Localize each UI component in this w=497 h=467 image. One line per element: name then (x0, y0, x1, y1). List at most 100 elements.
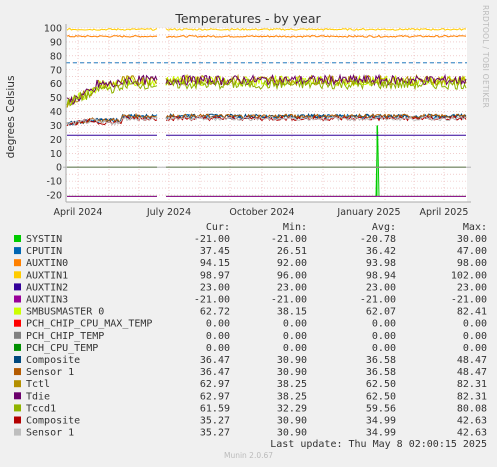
x-tick-label: October 2024 (229, 207, 294, 218)
y-tick-label: 90 (50, 37, 62, 48)
legend-series-name: Composite (26, 416, 80, 427)
legend-swatch (14, 319, 21, 327)
legend-swatch (14, 307, 21, 315)
legend-swatch (14, 428, 21, 436)
y-tick-label: 60 (50, 79, 62, 90)
legend-value-cur: -21.00 (194, 295, 230, 306)
legend-value-avg: -20.78 (360, 234, 396, 245)
legend-series-name: CPUTIN (26, 246, 62, 257)
legend-value-avg: -21.00 (360, 295, 396, 306)
legend-value-max: 80.08 (457, 403, 487, 414)
legend-value-min: 30.90 (277, 367, 307, 378)
legend-value-avg: 62.50 (366, 391, 396, 402)
series-line (66, 115, 467, 127)
legend-value-cur: 0.00 (206, 331, 230, 342)
legend-value-min: 30.90 (277, 416, 307, 427)
legend-series-name: Composite (26, 355, 80, 366)
series-line (66, 78, 467, 107)
legend-series-name: PCH_CPU_TEMP (26, 343, 98, 354)
x-tick-label: January 2025 (336, 207, 400, 218)
legend-swatch (14, 380, 21, 388)
legend-series-name: Sensor 1 (26, 367, 74, 378)
legend-value-avg: 0.00 (372, 331, 396, 342)
legend-value-max: 48.47 (457, 355, 487, 366)
legend-value-min: 38.25 (277, 391, 307, 402)
chart-title: Temperatures - by year (174, 11, 321, 26)
y-tick-label: 80 (50, 51, 62, 62)
legend-value-max: 30.00 (457, 234, 487, 245)
legend-swatch (14, 416, 21, 424)
legend-swatch (14, 392, 21, 400)
legend-swatch (14, 368, 21, 376)
legend-value-min: 30.90 (277, 428, 307, 439)
legend-value-max: 102.00 (451, 270, 487, 281)
legend-swatch (14, 259, 21, 267)
legend-value-min: 0.00 (283, 343, 307, 354)
legend-value-avg: 62.07 (366, 307, 396, 318)
legend-series-name: AUXTIN2 (26, 282, 68, 293)
legend-value-avg: 36.58 (366, 355, 396, 366)
legend-value-min: 32.29 (277, 403, 307, 414)
legend-header: Min: (283, 222, 307, 233)
legend-swatch (14, 235, 21, 242)
legend-value-cur: 35.27 (200, 428, 230, 439)
legend-series-name: Tdie (26, 391, 50, 402)
legend-swatch (14, 271, 21, 279)
last-update: Last update: Thu May 8 02:00:15 2025 (270, 439, 487, 450)
legend-value-max: 0.00 (463, 331, 487, 342)
legend: Cur: Min: Avg: Max: SYSTIN -21.00 -21.00 -20.78… (14, 222, 487, 450)
legend-swatch (14, 404, 21, 412)
legend-value-avg: 34.99 (366, 428, 396, 439)
legend-value-max: 42.63 (457, 416, 487, 427)
y-tick-label: 0 (56, 163, 62, 174)
legend-value-cur: 62.97 (200, 379, 230, 390)
legend-value-max: 0.00 (463, 319, 487, 330)
x-tick-label: April 2024 (54, 207, 103, 218)
legend-value-min: 0.00 (283, 331, 307, 342)
legend-value-max: 82.31 (457, 391, 487, 402)
legend-value-cur: 23.00 (200, 282, 230, 293)
legend-series-name: Tctl (26, 379, 50, 390)
legend-value-max: 23.00 (457, 282, 487, 293)
legend-value-min: -21.00 (271, 234, 307, 245)
legend-value-cur: 94.15 (200, 258, 230, 269)
legend-value-min: 23.00 (277, 282, 307, 293)
legend-series-name: PCH_CHIP_CPU_MAX_TEMP (26, 319, 152, 330)
munin-version: Munin 2.0.67 (223, 451, 274, 460)
y-tick-label: -10 (46, 177, 62, 188)
legend-value-avg: 93.98 (366, 258, 396, 269)
legend-series-name: Tccd1 (26, 403, 56, 414)
legend-value-max: 42.63 (457, 428, 487, 439)
legend-value-max: 82.31 (457, 379, 487, 390)
legend-value-avg: 0.00 (372, 343, 396, 354)
legend-value-cur: 61.59 (200, 403, 230, 414)
y-tick-label: 50 (50, 93, 62, 104)
legend-value-max: 98.00 (457, 258, 487, 269)
legend-series-name: SYSTIN (26, 234, 62, 245)
legend-swatch (14, 356, 21, 363)
legend-value-cur: 36.47 (200, 367, 230, 378)
legend-value-avg: 98.94 (366, 270, 396, 281)
legend-value-max: 48.47 (457, 367, 487, 378)
y-tick-label: 70 (50, 65, 62, 76)
legend-header: Cur: (206, 222, 230, 233)
legend-value-cur: 37.45 (200, 246, 230, 257)
y-tick-label: 100 (44, 24, 62, 35)
legend-value-min: 30.90 (277, 355, 307, 366)
series-line (66, 27, 467, 31)
axes (63, 24, 471, 203)
y-tick-label: 30 (50, 121, 62, 132)
legend-swatch (14, 331, 21, 339)
y-tick-label: 40 (50, 107, 62, 118)
legend-value-cur: 35.27 (200, 416, 230, 427)
y-axis-label: degrees Celsius (5, 76, 17, 159)
legend-value-avg: 36.42 (366, 246, 396, 257)
series-line (66, 34, 467, 38)
legend-series-name: AUXTIN0 (26, 258, 68, 269)
legend-swatch (14, 247, 21, 255)
y-tick-label: 20 (50, 135, 62, 146)
legend-value-avg: 34.99 (366, 416, 396, 427)
y-tick-label: -20 (46, 191, 62, 202)
legend-value-max: -21.00 (451, 295, 487, 306)
